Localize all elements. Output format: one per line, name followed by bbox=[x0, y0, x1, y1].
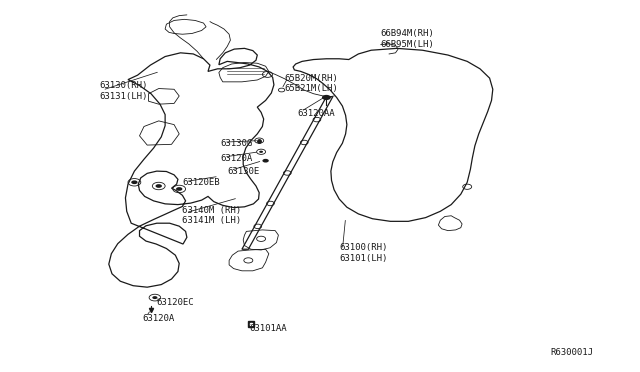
Text: 63130(RH)
63131(LH): 63130(RH) 63131(LH) bbox=[99, 81, 148, 101]
Text: 66B94M(RH)
66B95M(LH): 66B94M(RH) 66B95M(LH) bbox=[381, 29, 435, 49]
Text: 63130G: 63130G bbox=[221, 139, 253, 148]
Text: 63120EC: 63120EC bbox=[157, 298, 195, 307]
Circle shape bbox=[262, 159, 269, 163]
Text: 63120A: 63120A bbox=[142, 314, 174, 323]
Circle shape bbox=[322, 95, 331, 100]
Circle shape bbox=[131, 180, 138, 184]
Text: 63130E: 63130E bbox=[227, 167, 259, 176]
Text: 63140M (RH)
63141M (LH): 63140M (RH) 63141M (LH) bbox=[182, 206, 241, 225]
Text: 63120AA: 63120AA bbox=[298, 109, 335, 118]
Circle shape bbox=[152, 296, 157, 299]
Circle shape bbox=[259, 151, 263, 153]
Circle shape bbox=[156, 184, 162, 188]
Circle shape bbox=[176, 187, 182, 191]
Text: 63101AA: 63101AA bbox=[250, 324, 287, 333]
Text: 63120A: 63120A bbox=[221, 154, 253, 163]
Text: 63100(RH)
63101(LH): 63100(RH) 63101(LH) bbox=[339, 243, 388, 263]
Text: 63120EB: 63120EB bbox=[182, 178, 220, 187]
Text: 65B20M(RH)
65B21M(LH): 65B20M(RH) 65B21M(LH) bbox=[285, 74, 339, 93]
Text: R630001J: R630001J bbox=[550, 348, 593, 357]
